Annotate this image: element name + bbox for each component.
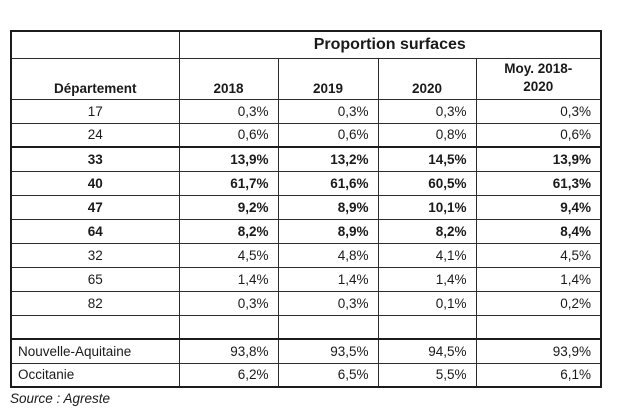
value-cell: 4,5% [178,242,279,268]
value-cell: 0,3% [475,98,602,124]
table-row: 64 8,2% 8,9% 8,2% 8,4% [10,218,602,244]
value-cell: 93,8% [178,338,279,364]
dept-code-cell: 24 [10,122,180,148]
empty-cell [178,314,279,340]
value-cell: 61,7% [178,170,279,196]
table-row: 47 9,2% 8,9% 10,1% 9,4% [10,194,602,220]
table-row: 40 61,7% 61,6% 60,5% 61,3% [10,170,602,196]
dept-code-cell: 64 [10,218,180,244]
title-row: Proportion surfaces [10,30,602,59]
value-cell: 0,2% [475,290,602,316]
dept-code-cell: 82 [10,290,180,316]
value-cell: 6,5% [277,362,379,388]
table-row: 24 0,6% 0,6% 0,8% 0,6% [10,122,602,148]
region-row: Occitanie 6,2% 6,5% 5,5% 6,1% [10,362,602,388]
proportion-surfaces-table: Proportion surfaces Département 2018 201… [10,30,602,388]
dept-code-cell: 32 [10,242,180,268]
value-cell: 8,4% [475,218,602,244]
column-header-moy-label: Moy. 2018-2020 [504,61,573,94]
value-cell: 6,1% [475,362,602,388]
value-cell: 6,2% [178,362,279,388]
value-cell: 8,9% [277,194,379,220]
value-cell: 93,5% [277,338,379,364]
empty-cell [377,314,477,340]
value-cell: 93,9% [475,338,602,364]
dept-code-cell: 17 [10,98,180,124]
value-cell: 0,6% [178,122,279,148]
value-cell: 4,1% [377,242,477,268]
spacer-row [10,314,602,340]
table-row: 65 1,4% 1,4% 1,4% 1,4% [10,266,602,292]
corner-cell [10,30,180,59]
dept-code-cell: 47 [10,194,180,220]
column-header-2020: 2020 [377,57,477,100]
value-cell: 61,3% [475,170,602,196]
column-header-2018: 2018 [178,57,279,100]
table-row: 32 4,5% 4,8% 4,1% 4,5% [10,242,602,268]
dept-code-cell: 65 [10,266,180,292]
value-cell: 0,1% [377,290,477,316]
value-cell: 13,9% [475,146,602,172]
value-cell: 0,6% [475,122,602,148]
value-cell: 94,5% [377,338,477,364]
value-cell: 4,8% [277,242,379,268]
value-cell: 0,3% [277,290,379,316]
value-cell: 1,4% [377,266,477,292]
table-title: Proportion surfaces [178,30,602,59]
value-cell: 1,4% [178,266,279,292]
region-name-cell: Occitanie [10,362,180,388]
value-cell: 8,9% [277,218,379,244]
value-cell: 1,4% [277,266,379,292]
value-cell: 0,3% [178,98,279,124]
column-header-moy-2018-2020: Moy. 2018-2020 [475,57,602,100]
value-cell: 1,4% [475,266,602,292]
value-cell: 61,6% [277,170,379,196]
value-cell: 14,5% [377,146,477,172]
source-note: Source : Agreste [10,391,111,406]
value-cell: 0,3% [277,98,379,124]
value-cell: 10,1% [377,194,477,220]
value-cell: 4,5% [475,242,602,268]
dept-code-cell: 40 [10,170,180,196]
column-header-2019: 2019 [277,57,379,100]
table-row: 17 0,3% 0,3% 0,3% 0,3% [10,98,602,124]
value-cell: 9,2% [178,194,279,220]
table-row: 82 0,3% 0,3% 0,1% 0,2% [10,290,602,316]
value-cell: 0,8% [377,122,477,148]
value-cell: 8,2% [178,218,279,244]
value-cell: 8,2% [377,218,477,244]
region-name-cell: Nouvelle-Aquitaine [10,338,180,364]
table-row: 33 13,9% 13,2% 14,5% 13,9% [10,146,602,172]
header-row: Département 2018 2019 2020 Moy. 2018-202… [10,57,602,100]
value-cell: 9,4% [475,194,602,220]
dept-code-cell: 33 [10,146,180,172]
empty-cell [475,314,602,340]
value-cell: 5,5% [377,362,477,388]
region-row: Nouvelle-Aquitaine 93,8% 93,5% 94,5% 93,9% [10,338,602,364]
empty-cell [277,314,379,340]
value-cell: 0,3% [178,290,279,316]
value-cell: 0,6% [277,122,379,148]
column-header-departement: Département [10,57,180,100]
value-cell: 60,5% [377,170,477,196]
value-cell: 13,9% [178,146,279,172]
empty-cell [10,314,180,340]
value-cell: 0,3% [377,98,477,124]
value-cell: 13,2% [277,146,379,172]
